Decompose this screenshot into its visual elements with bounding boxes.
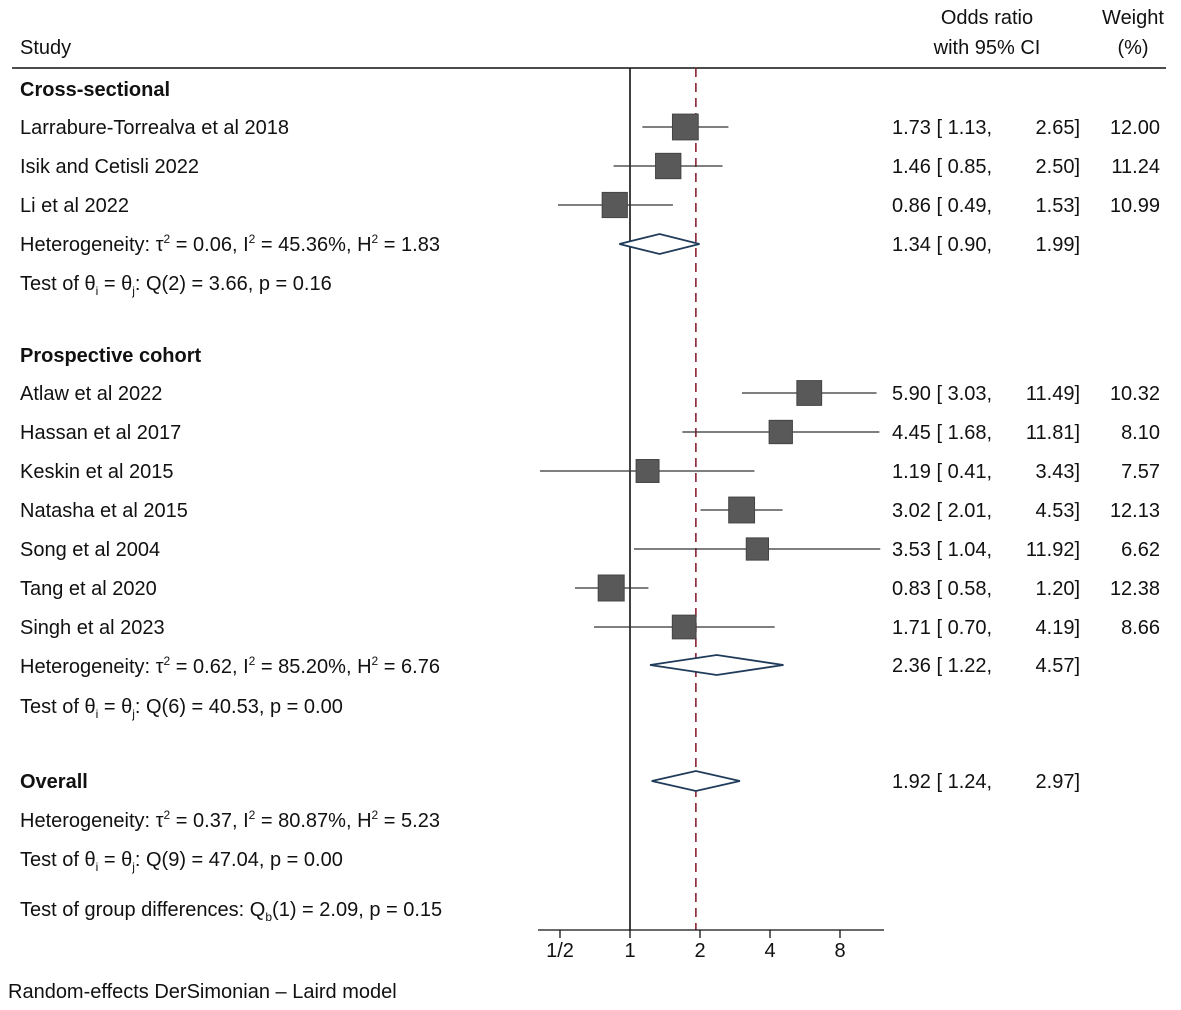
odds-ratio-ci-upper: 11.81]: [1026, 422, 1080, 444]
odds-ratio-ci: 4.45 [ 1.68,: [892, 422, 992, 444]
odds-ratio-ci-upper: 4.19]: [1036, 617, 1080, 639]
study-marker: [655, 152, 682, 180]
odds-ratio-ci: 0.86 [ 0.49,: [892, 195, 992, 217]
study-name: Keskin et al 2015: [20, 461, 173, 483]
overall-pooled-diamond: [651, 770, 741, 792]
study-column-header: Study: [20, 37, 71, 59]
subgroup-pooled-diamond: [649, 654, 784, 676]
pooled-odds-ratio-ci-upper: 1.99]: [1036, 234, 1080, 256]
pooled-odds-ratio-ci: 1.92 [ 1.24,: [892, 771, 992, 793]
odds-ratio-ci: 0.83 [ 0.58,: [892, 578, 992, 600]
x-tick-label: 1: [624, 940, 635, 962]
odds-ratio-ci-upper: 4.53]: [1036, 500, 1080, 522]
odds-ratio-ci-upper: 3.43]: [1036, 461, 1080, 483]
study-name: Li et al 2022: [20, 195, 129, 217]
homogeneity-test: Test of θi = θj: Q(9) = 47.04, p = 0.00: [20, 849, 343, 874]
study-marker: [745, 537, 769, 561]
study-marker: [635, 459, 660, 483]
overall-title: Overall: [20, 771, 88, 793]
study-marker: [671, 614, 697, 640]
pooled-odds-ratio-ci: 1.34 [ 0.90,: [892, 234, 992, 256]
study-name: Singh et al 2023: [20, 617, 165, 639]
x-tick-label: 4: [764, 940, 775, 962]
study-marker: [796, 380, 823, 406]
odds-ratio-ci-upper: 11.92]: [1026, 539, 1080, 561]
odds-ratio-ci: 3.53 [ 1.04,: [892, 539, 992, 561]
x-axis: 1/2 1 2 4 8: [538, 929, 884, 962]
row-text: Larrabure-Torrealva et al 2018 1.73 [ 1.1…: [20, 117, 1160, 793]
odds-ratio-ci: 1.71 [ 0.70,: [892, 617, 992, 639]
pooled-odds-ratio-ci-upper: 2.97]: [1036, 771, 1080, 793]
study-marker: [728, 496, 756, 524]
heterogeneity-stats: Heterogeneity: τ2 = 0.37, I2 = 80.87%, H…: [20, 808, 440, 832]
study-weight: 10.99: [1110, 195, 1160, 217]
study-marker: [671, 113, 699, 141]
homogeneity-test: Test of θi = θj: Q(2) = 3.66, p = 0.16: [20, 273, 332, 298]
study-weight: 11.24: [1111, 156, 1160, 178]
study-weight: 12.38: [1110, 578, 1160, 600]
group-differences-test: Test of group differences: Qb(1) = 2.09,…: [20, 899, 442, 924]
subgroup-title: Cross-sectional: [20, 79, 170, 101]
data-marks: [539, 113, 881, 792]
homogeneity-test: Test of θi = θj: Q(6) = 40.53, p = 0.00: [20, 696, 343, 721]
study-name: Song et al 2004: [20, 539, 160, 561]
odds-ratio-ci-upper: 2.50]: [1036, 156, 1080, 178]
odds-ratio-ci-upper: 2.65]: [1036, 117, 1080, 139]
or-column-header-line2: with 95% CI: [933, 37, 1041, 59]
study-name: Natasha et al 2015: [20, 500, 188, 522]
study-name: Isik and Cetisli 2022: [20, 156, 199, 178]
study-weight: 7.57: [1121, 461, 1160, 483]
study-weight: 10.32: [1110, 383, 1160, 405]
odds-ratio-ci: 3.02 [ 2.01,: [892, 500, 992, 522]
study-marker: [601, 191, 628, 219]
study-name: Atlaw et al 2022: [20, 383, 162, 405]
odds-ratio-ci: 5.90 [ 3.03,: [892, 383, 992, 405]
weight-column-header-line1: Weight: [1102, 7, 1164, 29]
study-weight: 12.13: [1110, 500, 1160, 522]
or-column-header-line1: Odds ratio: [941, 7, 1033, 29]
model-note: Random-effects DerSimonian – Laird model: [8, 981, 397, 1003]
odds-ratio-ci-upper: 11.49]: [1026, 383, 1080, 405]
study-marker: [597, 574, 625, 602]
study-weight: 8.10: [1121, 422, 1160, 444]
study-weight: 8.66: [1121, 617, 1160, 639]
weight-column-header-line2: (%): [1117, 37, 1148, 59]
study-weight: 6.62: [1121, 539, 1160, 561]
x-tick-label: 8: [834, 940, 845, 962]
study-marker: [768, 419, 793, 445]
pooled-odds-ratio-ci: 2.36 [ 1.22,: [892, 655, 992, 677]
heterogeneity-stats: Heterogeneity: τ2 = 0.62, I2 = 85.20%, H…: [20, 654, 440, 678]
odds-ratio-ci: 1.73 [ 1.13,: [892, 117, 992, 139]
odds-ratio-ci-upper: 1.53]: [1036, 195, 1080, 217]
reference-lines: [629, 68, 697, 930]
subgroup-title: Prospective cohort: [20, 345, 202, 367]
odds-ratio-ci: 1.19 [ 0.41,: [892, 461, 992, 483]
subgroup-pooled-diamond: [619, 233, 700, 255]
pooled-odds-ratio-ci-upper: 4.57]: [1036, 655, 1080, 677]
study-name: Larrabure-Torrealva et al 2018: [20, 117, 289, 139]
heterogeneity-stats: Heterogeneity: τ2 = 0.06, I2 = 45.36%, H…: [20, 232, 440, 256]
study-weight: 12.00: [1110, 117, 1160, 139]
odds-ratio-ci-upper: 1.20]: [1036, 578, 1080, 600]
study-name: Tang et al 2020: [20, 578, 157, 600]
x-tick-label: 2: [694, 940, 705, 962]
study-name: Hassan et al 2017: [20, 422, 181, 444]
odds-ratio-ci: 1.46 [ 0.85,: [892, 156, 992, 178]
x-tick-label: 1/2: [546, 940, 574, 962]
